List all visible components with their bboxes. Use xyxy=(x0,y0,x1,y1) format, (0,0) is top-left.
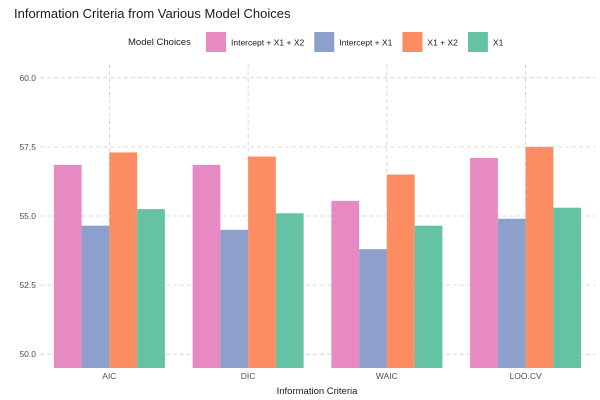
bar xyxy=(414,225,443,368)
x-axis-title: Information Criteria xyxy=(277,386,358,397)
bar xyxy=(137,209,165,368)
bar xyxy=(192,164,221,368)
y-axis-ticks: 50.0 52.5 55.0 57.5 60.0 xyxy=(19,73,36,359)
bar xyxy=(248,156,276,368)
bar xyxy=(525,146,554,368)
bar xyxy=(275,213,304,368)
x-tick-label: DIC xyxy=(241,371,256,381)
bar xyxy=(53,164,82,368)
x-axis-ticks: AIC DIC WAIC LOO.CV xyxy=(102,371,542,381)
y-tick-label: 57.5 xyxy=(19,142,36,152)
legend: Intercept + X1 + X2 Intercept + X1 X1 + X2… xyxy=(206,32,504,52)
bar xyxy=(553,207,582,368)
y-tick-label: 50.0 xyxy=(19,349,36,359)
bar xyxy=(470,157,498,368)
legend-swatch xyxy=(467,32,488,52)
chart-title: Information Criteria from Various Model … xyxy=(14,6,291,21)
x-tick-label: AIC xyxy=(102,371,116,381)
bar xyxy=(386,174,415,368)
x-tick-label: WAIC xyxy=(376,371,398,381)
bar xyxy=(109,152,138,368)
bar xyxy=(220,229,249,368)
legend-label: Intercept + X1 xyxy=(339,38,392,48)
legend-label: X1 xyxy=(493,38,504,48)
bar xyxy=(81,225,110,368)
legend-title: Model Choices xyxy=(128,37,191,48)
bar xyxy=(359,249,387,368)
legend-swatch xyxy=(314,32,335,52)
bar xyxy=(497,218,526,368)
x-tick-label: LOO.CV xyxy=(510,371,542,381)
bar xyxy=(331,200,360,368)
legend-label: X1 + X2 xyxy=(427,38,458,48)
bars xyxy=(53,146,582,368)
y-tick-label: 55.0 xyxy=(19,211,36,221)
legend-swatch xyxy=(402,32,423,52)
y-tick-label: 60.0 xyxy=(19,73,36,83)
legend-swatch xyxy=(206,32,226,52)
y-tick-label: 52.5 xyxy=(19,280,36,290)
legend-label: Intercept + X1 + X2 xyxy=(231,38,305,48)
